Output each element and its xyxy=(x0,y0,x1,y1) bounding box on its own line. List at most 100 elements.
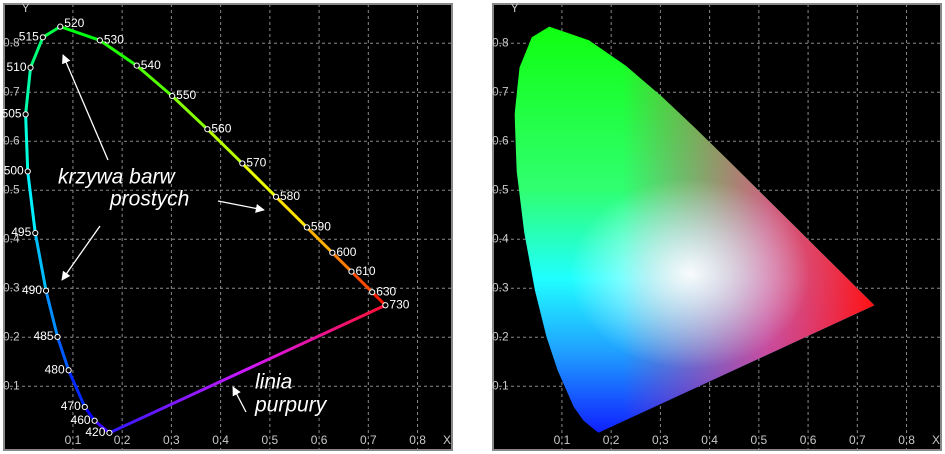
y-tick-label: 0.8 xyxy=(3,35,20,49)
y-tick-label: 0.3 xyxy=(492,280,509,294)
point-label: 520 xyxy=(64,16,84,30)
x-tick-label: 0.5 xyxy=(262,433,279,447)
point xyxy=(169,92,176,100)
locus-segment xyxy=(67,368,87,409)
locus-segment xyxy=(24,66,33,116)
point xyxy=(106,429,113,436)
arrow xyxy=(232,386,247,413)
point xyxy=(65,367,72,374)
point xyxy=(57,23,64,30)
point-label: 420 xyxy=(85,425,105,439)
point xyxy=(91,417,98,424)
y-axis-label: Y xyxy=(511,1,519,15)
x-tick-label: 0.1 xyxy=(554,433,571,447)
x-axis-label: X xyxy=(443,433,451,447)
point-label: 470 xyxy=(61,399,81,413)
y-tick-label: 0.6 xyxy=(3,133,20,147)
locus-segment xyxy=(274,195,309,229)
point-label: 570 xyxy=(246,156,266,170)
annotation: linia xyxy=(255,371,292,394)
locus-segment xyxy=(26,169,37,235)
point xyxy=(272,193,280,200)
plot-background xyxy=(3,3,453,451)
annotation: prostych xyxy=(109,188,189,211)
point-label: 530 xyxy=(104,32,124,46)
y-tick-label: 0.4 xyxy=(492,231,509,245)
locus-segment xyxy=(24,112,30,173)
locus-segment xyxy=(135,64,174,98)
point-label: 460 xyxy=(71,413,91,427)
locus-segment xyxy=(349,270,374,294)
point-label: 495 xyxy=(11,225,31,239)
y-tick-label: 0.5 xyxy=(492,182,509,196)
x-tick-label: 0.1 xyxy=(65,433,82,447)
point xyxy=(54,333,61,341)
point xyxy=(39,34,46,41)
y-tick-label: 0.8 xyxy=(492,35,509,49)
x-tick-label: 0.2 xyxy=(114,433,131,447)
point-label: 500 xyxy=(4,164,24,178)
y-tick-label: 0.6 xyxy=(492,133,509,147)
point-label: 610 xyxy=(355,264,375,278)
x-tick-label: 0.8 xyxy=(409,433,426,447)
x-tick-label: 0.6 xyxy=(311,433,328,447)
point xyxy=(22,111,29,118)
chart-panel: 0.1 0.2 0.3 0.4 0.5 0.6 0.7 0.8 0.1 0.2 0.3 0.4 0.5 0… xyxy=(492,1,942,451)
locus-segment xyxy=(98,38,139,68)
locus-segment xyxy=(44,289,60,339)
locus-segment xyxy=(170,94,209,131)
locus-segment xyxy=(330,251,353,274)
x-axis-label: X xyxy=(932,433,940,447)
x-tick-label: 0.7 xyxy=(360,433,377,447)
point xyxy=(382,302,389,309)
point-label: 485 xyxy=(33,329,53,343)
locus-segment xyxy=(33,231,48,293)
y-tick-label: 0.1 xyxy=(492,378,509,392)
x-tick-label: 0.7 xyxy=(849,433,866,447)
point-label: 515 xyxy=(19,29,39,43)
annotation: krzywa barw xyxy=(58,166,177,189)
point xyxy=(303,224,310,231)
point xyxy=(348,268,355,275)
point-label: 600 xyxy=(336,245,356,259)
x-tick-label: 0.4 xyxy=(212,433,229,447)
point xyxy=(96,37,103,44)
x-tick-label: 0.5 xyxy=(751,433,768,447)
y-tick-label: 0.7 xyxy=(3,84,20,98)
point-label: 505 xyxy=(2,107,22,121)
point-label: 590 xyxy=(311,220,331,234)
arrow xyxy=(61,225,101,281)
purple-line xyxy=(108,303,387,435)
y-tick-label: 0.7 xyxy=(492,84,509,98)
locus-segment xyxy=(240,161,278,199)
y-tick-label: 0.5 xyxy=(3,182,20,196)
y-axis-label: Y xyxy=(22,1,30,15)
point xyxy=(369,289,376,296)
annotation: purpury xyxy=(254,394,328,417)
annotation-arrows xyxy=(61,54,265,413)
locus-segment xyxy=(305,225,334,255)
point xyxy=(27,64,34,71)
locus-segment xyxy=(41,25,62,39)
chart-panel: 0.1 0.2 0.3 0.4 0.5 0.6 0.7 0.8 0.1 0.2 0.3 0.4 0.5 0… xyxy=(2,1,453,451)
point xyxy=(42,287,50,294)
locus-segment xyxy=(93,419,111,435)
x-tick-label: 0.8 xyxy=(898,433,915,447)
point xyxy=(204,126,211,133)
point xyxy=(24,168,31,175)
point xyxy=(133,62,140,69)
locus-segment xyxy=(56,335,71,372)
x-tick-label: 0.2 xyxy=(603,433,620,447)
locus-segment xyxy=(58,25,102,42)
point-label: 630 xyxy=(376,284,396,298)
point-label: 550 xyxy=(176,88,196,102)
point-label: 730 xyxy=(389,297,409,311)
arrow xyxy=(62,54,109,161)
y-tick-label: 0.2 xyxy=(492,329,509,343)
x-tick-label: 0.3 xyxy=(163,433,180,447)
y-tick-label: 0.4 xyxy=(3,231,20,245)
x-tick-label: 0.3 xyxy=(652,433,669,447)
point-label: 540 xyxy=(141,58,161,72)
point-label: 490 xyxy=(22,283,42,297)
